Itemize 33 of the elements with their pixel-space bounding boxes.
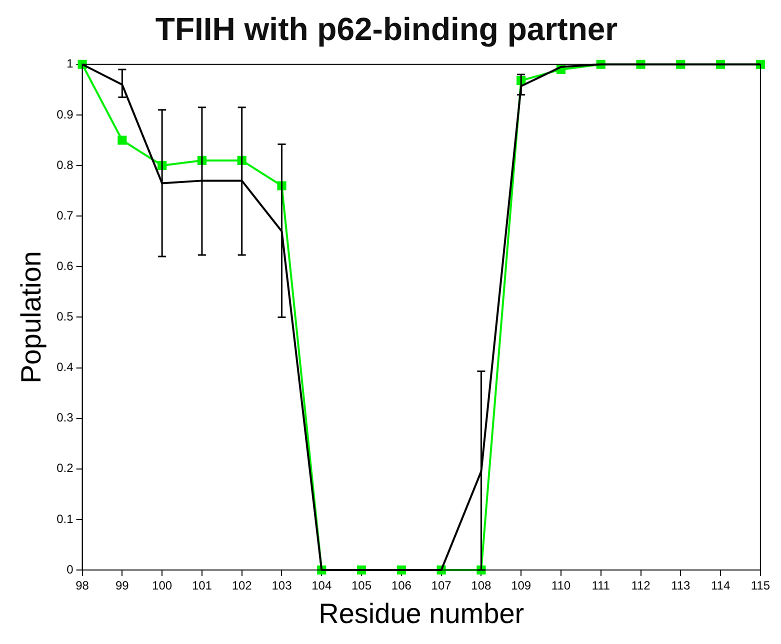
x-tick-label: 102 [232,578,252,593]
x-tick-label: 99 [115,578,130,593]
chart-title: TFIIH with p62-binding partner [155,11,618,48]
y-tick-label: 0.1 [56,512,74,526]
y-tick-label: 0.6 [56,258,74,273]
x-tick-label: 113 [671,578,691,593]
x-tick-label: 115 [750,578,770,593]
y-tick-label: 0.8 [56,158,74,172]
x-axis-title: Residue number [318,598,524,629]
point [118,136,127,145]
x-tick-label: 104 [312,578,332,593]
x-tick-label: 108 [471,578,492,593]
x-tick-label: 111 [592,578,610,593]
x-tick-label: 103 [272,578,292,593]
x-tick-label: 107 [431,578,452,593]
y-axis-title: Population [16,251,47,384]
y-tick-label: 1 [66,56,74,71]
y-tick-label: 0.2 [56,461,74,476]
x-tick-label: 105 [352,578,372,593]
y-tick-label: 0.3 [56,410,74,425]
x-tick-label: 98 [76,578,90,593]
y-tick-label: 0 [66,562,74,576]
x-tick-label: 114 [710,578,730,593]
x-tick-label: 101 [192,578,212,593]
x-tick-label: 106 [391,578,412,593]
x-tick-label: 100 [152,578,172,593]
y-tick-label: 0.5 [56,310,74,324]
y-tick-label: 0.9 [56,107,74,122]
x-tick-label: 109 [511,578,532,593]
y-tick-label: 0.4 [56,360,74,374]
y-tick-label: 0.7 [56,208,74,222]
x-tick-label: 110 [551,578,571,593]
x-tick-label: 112 [631,578,651,593]
